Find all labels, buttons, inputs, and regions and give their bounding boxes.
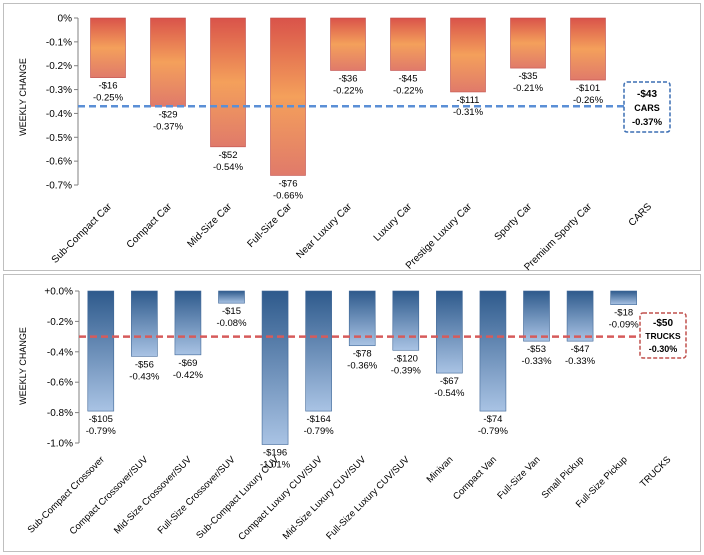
trucks-dollar-label: -$69 [178,358,197,369]
cars-dollar-label: -$111 [457,95,480,106]
cars-pct-label: -0.31% [453,107,484,118]
trucks-ylabel: WEEKLY CHANGE [18,327,28,405]
trucks-dollar-label: -$15 [222,306,241,317]
trucks-y-tick-label: -0.2% [47,317,73,328]
cars-pct-label: -0.26% [573,95,604,106]
trucks-dollar-label: -$164 [306,414,330,425]
cars-bar [570,17,606,81]
trucks-dollar-label: -$18 [614,308,633,319]
cars-summary-pct: -0.37% [632,117,663,128]
cars-bar [330,17,366,71]
trucks-pct-label: -0.79% [304,426,335,437]
trucks-dollar-label: -$105 [89,414,113,425]
trucks-summary-pct: -0.30% [649,344,678,354]
trucks-bar [174,290,202,356]
trucks-pct-label: -0.08% [216,318,247,329]
trucks-bar [392,290,420,351]
trucks-bar [523,290,550,342]
cars-dollar-label: -$29 [158,109,177,120]
cars-summary-dollar: -$43 [637,89,657,100]
trucks-bar [131,290,158,357]
trucks-bar [610,290,637,305]
cars-dollar-label: -$101 [576,83,600,94]
cars-pct-label: -0.25% [93,93,124,104]
cars-bar [510,17,546,69]
cars-dollar-label: -$45 [398,73,417,84]
trucks-bar [218,290,245,304]
trucks-pct-label: -0.79% [86,426,117,437]
trucks-pct-label: -0.79% [478,426,509,437]
trucks-summary-box: -$50 TRUCKS -0.30% [639,312,687,359]
cars-y-tick-label: 0% [58,14,73,25]
cars-pct-label: -0.37% [153,121,184,132]
trucks-dollar-label: -$56 [135,359,154,370]
trucks-y-tick-label: -0.4% [47,347,73,358]
cars-summary-border [623,81,671,133]
trucks-y-tick-label: -0.8% [47,408,73,419]
cars-y-tick-label: -0.5% [46,133,72,144]
trucks-pct-label: -0.42% [173,370,204,381]
trucks-pct-label: -0.33% [565,356,596,367]
trucks-pct-label: -1.01% [260,460,291,471]
trucks-summary-name: TRUCKS [645,331,681,341]
trucks-dollar-label: -$120 [394,353,418,364]
trucks-dollar-label: -$47 [571,344,590,355]
trucks-summary-dollar: -$50 [653,318,673,329]
trucks-y-tick-label: +0.0% [44,287,73,298]
trucks-pct-label: -0.33% [521,356,552,367]
trucks-y-tick-label: -1.0% [47,439,73,450]
trucks-bar [305,290,332,412]
cars-y-tick-label: -0.1% [46,37,72,48]
cars-bar [90,17,126,78]
trucks-summary-border [639,312,687,359]
cars-summary-name: CARS [634,103,660,113]
cars-y-tick-label: -0.7% [46,181,72,192]
trucks-pct-label: -0.09% [609,320,640,331]
trucks-bar [479,290,507,412]
trucks-dollar-label: -$67 [440,376,459,387]
cars-y-tick-label: -0.3% [46,85,72,96]
cars-pct-label: -0.22% [393,85,424,96]
cars-summary-box: -$43 CARS -0.37% [623,81,671,133]
cars-bar [270,17,306,176]
trucks-pct-label: -0.39% [391,365,422,376]
cars-dollar-label: -$76 [278,178,297,189]
cars-dollar-label: -$35 [518,71,537,82]
cars-y-tick-label: -0.6% [46,157,72,168]
trucks-bar [261,290,289,445]
cars-bar [150,17,186,107]
cars-bar [390,17,426,71]
cars-dollar-label: -$52 [218,150,237,161]
cars-y-tick-label: -0.4% [46,109,72,120]
cars-bar [210,17,246,148]
trucks-dollar-label: -$53 [527,344,546,355]
cars-pct-label: -0.22% [333,85,364,96]
trucks-dollar-label: -$196 [263,448,287,459]
trucks-pct-label: -0.43% [129,371,160,382]
trucks-pct-label: -0.36% [347,361,378,372]
cars-bar [450,17,486,93]
cars-dollar-label: -$16 [98,81,117,92]
cars-dollar-label: -$36 [338,73,357,84]
trucks-bar [87,290,115,412]
trucks-bar [436,290,463,374]
cars-pct-label: -0.66% [273,190,304,201]
cars-pct-label: -0.21% [513,83,544,94]
trucks-bar [566,290,594,342]
cars-y-tick-label: -0.2% [46,61,72,72]
trucks-y-tick-label: -0.6% [47,378,73,389]
trucks-dollar-label: -$74 [483,414,502,425]
trucks-dollar-label: -$78 [353,349,372,360]
cars-ylabel: WEEKLY CHANGE [18,58,28,136]
trucks-pct-label: -0.54% [434,388,465,399]
cars-pct-label: -0.54% [213,162,244,173]
